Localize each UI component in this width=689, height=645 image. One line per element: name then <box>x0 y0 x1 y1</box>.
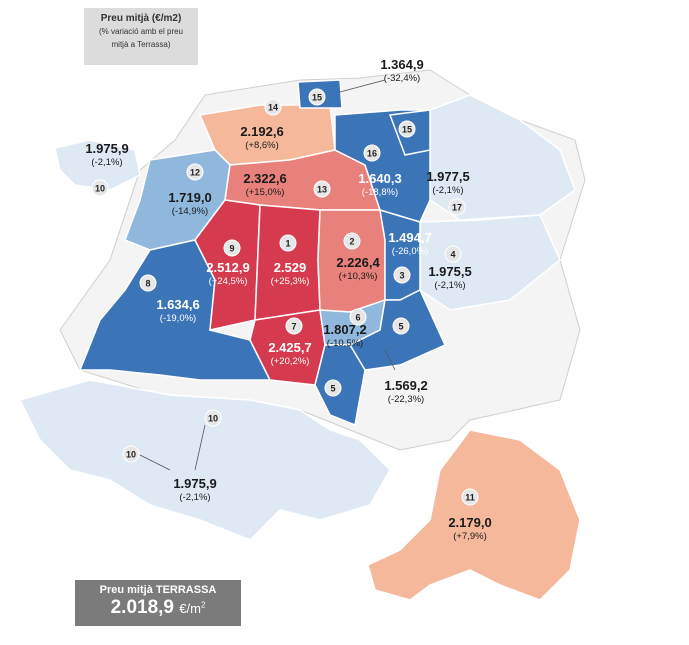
leader-line <box>339 79 386 93</box>
district-marker-16 <box>363 144 381 162</box>
district-marker-7-number: 7 <box>291 322 296 332</box>
district-marker-10-number: 10 <box>208 414 218 424</box>
total-label: Preu mitjà TERRASSA <box>99 584 217 596</box>
district-marker-13 <box>313 180 331 198</box>
district-marker-15 <box>308 88 326 106</box>
leader-line <box>384 349 396 371</box>
district-marker-5-number: 5 <box>398 322 403 332</box>
district-marker-8 <box>139 274 157 292</box>
district-11-price: 2.179,0 <box>448 515 491 530</box>
district-14-price: 2.192,6 <box>240 124 283 139</box>
legend-title: Preu mitjà (€/m2) <box>100 13 182 24</box>
district-marker-17-number: 17 <box>452 203 462 213</box>
district-marker-8-number: 8 <box>145 279 150 289</box>
district-4-price: 1.975,5 <box>428 264 471 279</box>
district-10-price-extra: 1.975,9 <box>173 476 216 491</box>
district-marker-10 <box>122 445 140 463</box>
total-unit-text: €/m <box>179 601 201 616</box>
district-marker-14 <box>264 98 282 116</box>
district-4 <box>419 214 561 311</box>
district-marker-15 <box>398 120 416 138</box>
leader-line <box>139 454 171 471</box>
district-7-price: 2.425,7 <box>268 340 311 355</box>
district-1-variation: (+25,3%) <box>271 276 310 287</box>
district-marker-10 <box>91 179 109 197</box>
district-17-variation: (-2,1%) <box>432 185 463 196</box>
district-14-variation: (+8,6%) <box>245 140 279 151</box>
legend: Preu mitjà (€/m2) (% variació amb el pre… <box>84 8 198 65</box>
district-8-price: 1.634,6 <box>156 297 199 312</box>
district-marker-1 <box>279 234 297 252</box>
district-marker-3-number: 3 <box>399 271 404 281</box>
district-12-price: 1.719,0 <box>168 190 211 205</box>
district-13-price: 2.322,6 <box>243 171 286 186</box>
district-marker-13-number: 13 <box>317 185 327 195</box>
district-marker-10 <box>204 409 222 427</box>
total-unit-exp: 2 <box>200 600 206 610</box>
district-6-variation: (-10,5%) <box>327 338 363 349</box>
district-9-variation: (+24,5%) <box>209 276 248 287</box>
district-marker-4-number: 4 <box>450 250 455 260</box>
district-2-variation: (+10,3%) <box>339 271 378 282</box>
district-9-price: 2.512,9 <box>206 260 249 275</box>
district-marker-2 <box>343 232 361 250</box>
district-11 <box>367 429 581 601</box>
district-marker-2-number: 2 <box>349 237 354 247</box>
district-marker-10-number: 10 <box>126 450 136 460</box>
district-15-variation: (-32,4%) <box>384 73 420 84</box>
district-1-price: 2.529 <box>274 260 307 275</box>
district-10-variation: (-2,1%) <box>91 157 122 168</box>
district-10-variation-extra: (-2,1%) <box>179 492 210 503</box>
district-8-variation: (-19,0%) <box>160 313 196 324</box>
district-7-variation: (+20,2%) <box>271 356 310 367</box>
district-marker-14-number: 14 <box>268 103 278 113</box>
district-5-variation: (-22,3%) <box>388 394 424 405</box>
district-marker-11 <box>461 488 479 506</box>
total-number: 2.018,9 <box>110 597 174 618</box>
district-marker-6-number: 6 <box>355 313 360 323</box>
district-marker-16-number: 16 <box>367 149 377 159</box>
district-marker-4 <box>444 245 462 263</box>
district-10-price: 1.975,9 <box>85 141 128 156</box>
district-marker-12 <box>186 163 204 181</box>
district-marker-15-number: 15 <box>402 125 412 135</box>
district-marker-11-number: 11 <box>465 493 475 503</box>
district-3-variation: (-26,0%) <box>392 246 428 257</box>
district-marker-5 <box>324 379 342 397</box>
district-17 <box>429 94 576 221</box>
district-marker-5 <box>392 317 410 335</box>
legend-subtitle-1: (% variació amb el preu <box>98 27 184 36</box>
district-4-variation: (-2,1%) <box>434 280 465 291</box>
district-16-variation: (-18,8%) <box>362 187 398 198</box>
district-16-price: 1.640,3 <box>358 171 401 186</box>
total-unit: €/m2 <box>179 601 205 616</box>
total-price-box: Preu mitjà TERRASSA 2.018,9 €/m2 <box>75 580 241 626</box>
district-marker-9-number: 9 <box>229 244 234 254</box>
district-2-price: 2.226,4 <box>336 255 380 270</box>
district-10-south <box>18 379 391 541</box>
district-3-price: 1.494,7 <box>388 230 431 245</box>
district-marker-12-number: 12 <box>190 168 200 178</box>
district-marker-9 <box>223 239 241 257</box>
district-10-island <box>54 139 141 191</box>
district-marker-6 <box>349 308 367 326</box>
leader-line <box>194 424 206 471</box>
district-marker-15-number: 15 <box>312 93 322 103</box>
district-marker-5-number: 5 <box>330 384 335 394</box>
district-marker-7 <box>285 317 303 335</box>
district-5-price: 1.569,2 <box>384 378 427 393</box>
district-marker-17 <box>448 198 466 216</box>
district-6-price: 1.807,2 <box>323 322 366 337</box>
legend-subtitle-2: mitjà a Terrassa) <box>111 40 171 49</box>
district-13-variation: (+15,0%) <box>246 187 285 198</box>
district-17-price: 1.977,5 <box>426 169 469 184</box>
district-marker-3 <box>393 266 411 284</box>
total-value: 2.018,9 €/m2 <box>75 597 241 619</box>
district-marker-1-number: 1 <box>285 239 290 249</box>
district-11-variation: (+7,9%) <box>453 531 487 542</box>
district-marker-10-number: 10 <box>95 184 105 194</box>
district-12-variation: (-14,9%) <box>172 206 208 217</box>
district-15-price: 1.364,9 <box>380 57 423 72</box>
